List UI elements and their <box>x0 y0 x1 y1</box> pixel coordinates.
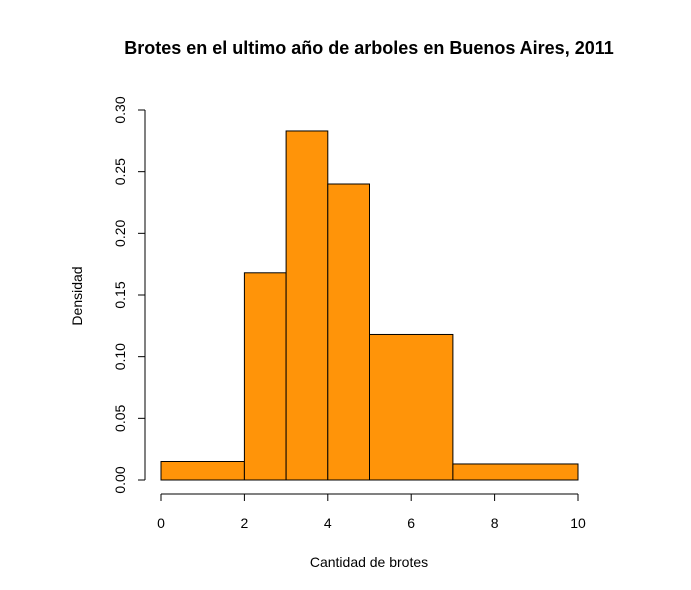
histogram-bar-2 <box>285 130 329 481</box>
histogram-bar-3 <box>327 183 370 481</box>
x-axis-label: Cantidad de brotes <box>310 554 428 570</box>
y-axis: 0.00 0.05 0.10 0.15 0.20 0.25 0.30 <box>112 96 146 494</box>
y-axis-label: Densidad <box>69 266 85 325</box>
x-tick-label: 4 <box>324 515 332 531</box>
x-tick-label: 10 <box>570 515 586 531</box>
x-tick-label: 2 <box>241 515 249 531</box>
x-tick-label: 8 <box>491 515 499 531</box>
y-tick-label: 0.10 <box>112 343 128 370</box>
bars-group <box>160 130 579 481</box>
y-tick-label: 0.30 <box>112 96 128 123</box>
y-tick-label: 0.20 <box>112 219 128 246</box>
y-tick-label: 0.15 <box>112 281 128 308</box>
histogram-bar-4 <box>369 333 454 481</box>
y-tick-label: 0.25 <box>112 158 128 185</box>
histogram-bar-0 <box>160 461 245 481</box>
x-tick-label: 6 <box>407 515 415 531</box>
histogram-bar-1 <box>243 272 287 481</box>
x-axis: 0 2 4 6 8 10 <box>157 493 586 531</box>
y-tick-label: 0.00 <box>112 466 128 493</box>
histogram-bar-5 <box>452 463 579 481</box>
chart-title: Brotes en el ultimo año de arboles en Bu… <box>124 38 614 58</box>
y-tick-label: 0.05 <box>112 404 128 431</box>
x-tick-label: 0 <box>157 515 165 531</box>
